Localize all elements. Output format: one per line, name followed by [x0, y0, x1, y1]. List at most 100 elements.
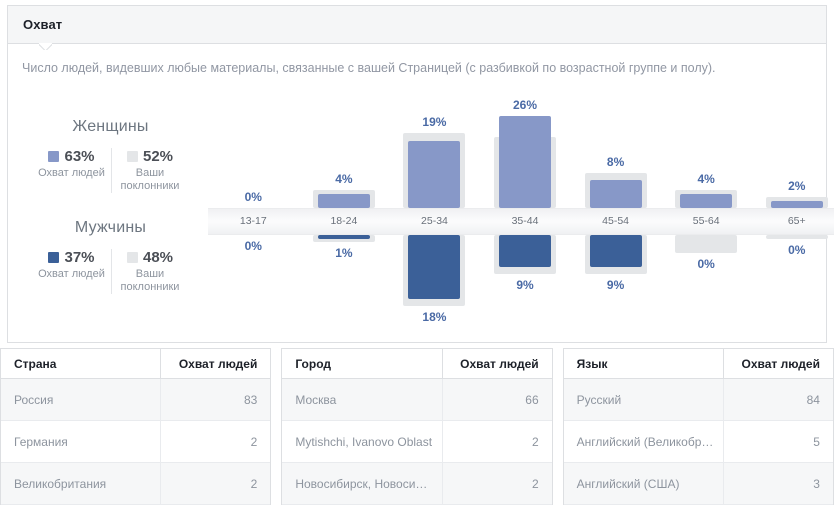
legend-women-reach: 63% Охват людей	[33, 148, 111, 180]
value-label-women-45-54: 8%	[606, 154, 625, 169]
column-header-label[interactable]: Страна	[14, 356, 57, 371]
table-country: Страна Охват людей Россия 83 Германия 2 Велико…	[0, 348, 272, 505]
chart-axis-band	[208, 208, 834, 235]
value-label-women-55-64: 4%	[697, 172, 715, 187]
column-header-label[interactable]: Город	[295, 356, 331, 371]
value-label-women-25-34: 19%	[422, 115, 447, 130]
legend-women: Женщины 63% Охват людей 52%	[8, 118, 213, 193]
table-row[interactable]: Великобритания 2	[1, 463, 271, 505]
value-label-men-18-24: 1%	[335, 246, 353, 261]
legend-women-fans: 52% Ваши поклонники	[110, 148, 189, 193]
reach-bar-women-45-54	[589, 179, 642, 208]
reach-bar-women-55-64	[680, 193, 733, 208]
axis-label-65+: 65+	[787, 215, 806, 227]
axis-label-55-64: 55-64	[692, 215, 720, 227]
table-row[interactable]: Mytishchi, Ivanovo Oblast 2	[282, 421, 552, 463]
cell-label: Русский	[576, 392, 622, 407]
table-row[interactable]: Германия 2	[1, 421, 271, 463]
value-label-men-65+: 0%	[788, 242, 806, 257]
age-gender-chart: 0% 0% 13-17 4% 1% 18-24 19% 18% 25-34 26% 9% 35-44 8…	[208, 98, 834, 344]
reach-bar-women-65+	[770, 200, 823, 208]
value-label-women-35-44: 26%	[513, 97, 538, 112]
legend-men-fans-label: Ваши поклонники	[120, 268, 180, 293]
cell-value: 83	[160, 379, 270, 420]
cell-label: Германия	[14, 434, 68, 449]
cell-value: 5	[722, 421, 833, 462]
fan-bar-men-55-64	[675, 235, 738, 253]
reach-bar-men-18-24	[317, 235, 370, 239]
axis-label-18-24: 18-24	[330, 215, 358, 227]
table-row[interactable]: Москва 66	[282, 379, 552, 421]
column-header-label[interactable]: Язык	[576, 356, 608, 371]
card-description: Число людей, видевших любые материалы, с…	[22, 61, 716, 75]
legend-men-title: Мужчины	[74, 219, 147, 236]
chart-group-45-54[interactable]: 8% 9% 45-54	[570, 106, 661, 344]
axis-label-35-44: 35-44	[511, 215, 539, 227]
cell-label: Mytishchi, Ivanovo Oblast	[295, 434, 433, 449]
value-label-men-45-54: 9%	[606, 278, 625, 293]
legend-women-fans-value: 52%	[142, 148, 174, 165]
value-label-men-55-64: 0%	[697, 256, 715, 271]
legend-women-title: Женщины	[72, 118, 149, 135]
table-language: Язык Охват людей Русский 84 Английский (Вели…	[562, 348, 834, 505]
value-label-women-65+: 2%	[788, 179, 806, 194]
table-header-language: Язык Охват людей	[563, 349, 833, 379]
value-label-women-18-24: 4%	[335, 172, 353, 187]
axis-label-25-34: 25-34	[421, 215, 448, 227]
cell-label: Великобритания	[14, 476, 107, 491]
reach-bar-women-18-24	[317, 193, 370, 208]
table-row[interactable]: Русский 84	[563, 379, 833, 421]
cell-label: Россия	[14, 392, 54, 407]
cell-value: 84	[722, 379, 833, 420]
chart-groups: 0% 0% 13-17 4% 1% 18-24 19% 18% 25-34 26% 9% 35-44 8…	[208, 98, 834, 344]
page-title: Охват	[23, 17, 63, 32]
column-header-value[interactable]: Охват людей	[160, 349, 270, 378]
reach-bar-men-35-44	[499, 235, 552, 267]
table-header-country: Страна Охват людей	[1, 349, 271, 379]
cell-value: 2	[160, 463, 270, 504]
cell-value: 2	[160, 421, 270, 462]
cell-value: 3	[722, 463, 833, 504]
table-row[interactable]: Английский (Великобр… 5	[563, 421, 833, 463]
legend-women-reach-swatch	[48, 151, 60, 162]
cell-label: Английский (Великобр…	[576, 434, 714, 449]
chart-group-13-17[interactable]: 0% 0% 13-17	[208, 106, 299, 344]
legend-women-reach-value: 63%	[64, 148, 95, 165]
fan-bar-men-65+	[765, 235, 828, 239]
legend-women-reach-label: Охват людей	[38, 167, 105, 179]
cell-value: 66	[441, 379, 552, 420]
cell-label: Новосибирск, Новоси…	[295, 476, 428, 491]
legend-men-reach: 37% Охват людей	[33, 249, 111, 281]
column-header-value[interactable]: Охват людей	[722, 349, 833, 378]
card-header: Охват	[8, 6, 826, 44]
legend-men-reach-label: Охват людей	[38, 268, 105, 280]
gender-legend: Женщины 63% Охват людей 52%	[8, 118, 213, 294]
reach-card: Охват Число людей, видевших любые матери…	[7, 5, 834, 343]
demographic-tables: Страна Охват людей Россия 83 Германия 2 Велико…	[0, 348, 834, 505]
column-header-value[interactable]: Охват людей	[441, 349, 552, 378]
fan-bar-men-18-24	[312, 235, 375, 243]
table-row[interactable]: Новосибирск, Новоси… 2	[282, 463, 552, 505]
chart-group-55-64[interactable]: 4% 0% 55-64	[661, 106, 752, 344]
chart-group-25-34[interactable]: 19% 18% 25-34	[389, 106, 480, 344]
legend-men-reach-swatch	[48, 252, 60, 263]
table-row[interactable]: Россия 83	[1, 379, 271, 421]
cell-value: 2	[441, 463, 552, 504]
value-label-women-13-17: 0%	[244, 190, 262, 204]
legend-men-fans-value: 48%	[142, 249, 174, 266]
value-label-men-35-44: 9%	[516, 278, 534, 293]
legend-men: Мужчины 37% Охват людей 48%	[8, 219, 213, 294]
chart-group-18-24[interactable]: 4% 1% 18-24	[299, 106, 390, 344]
reach-bar-women-25-34	[408, 140, 461, 208]
reach-bar-men-25-34	[408, 235, 461, 299]
legend-women-fans-swatch	[126, 151, 138, 162]
legend-men-fans-swatch	[126, 252, 138, 263]
table-row[interactable]: Английский (США) 3	[563, 463, 833, 505]
cell-value: 2	[441, 421, 552, 462]
chart-group-65+[interactable]: 2% 0% 65+	[751, 106, 834, 344]
chart-group-35-44[interactable]: 26% 9% 35-44	[480, 98, 571, 344]
legend-men-reach-value: 37%	[64, 249, 95, 266]
value-label-men-25-34: 18%	[422, 310, 447, 324]
value-label-men-13-17: 0%	[244, 239, 262, 253]
